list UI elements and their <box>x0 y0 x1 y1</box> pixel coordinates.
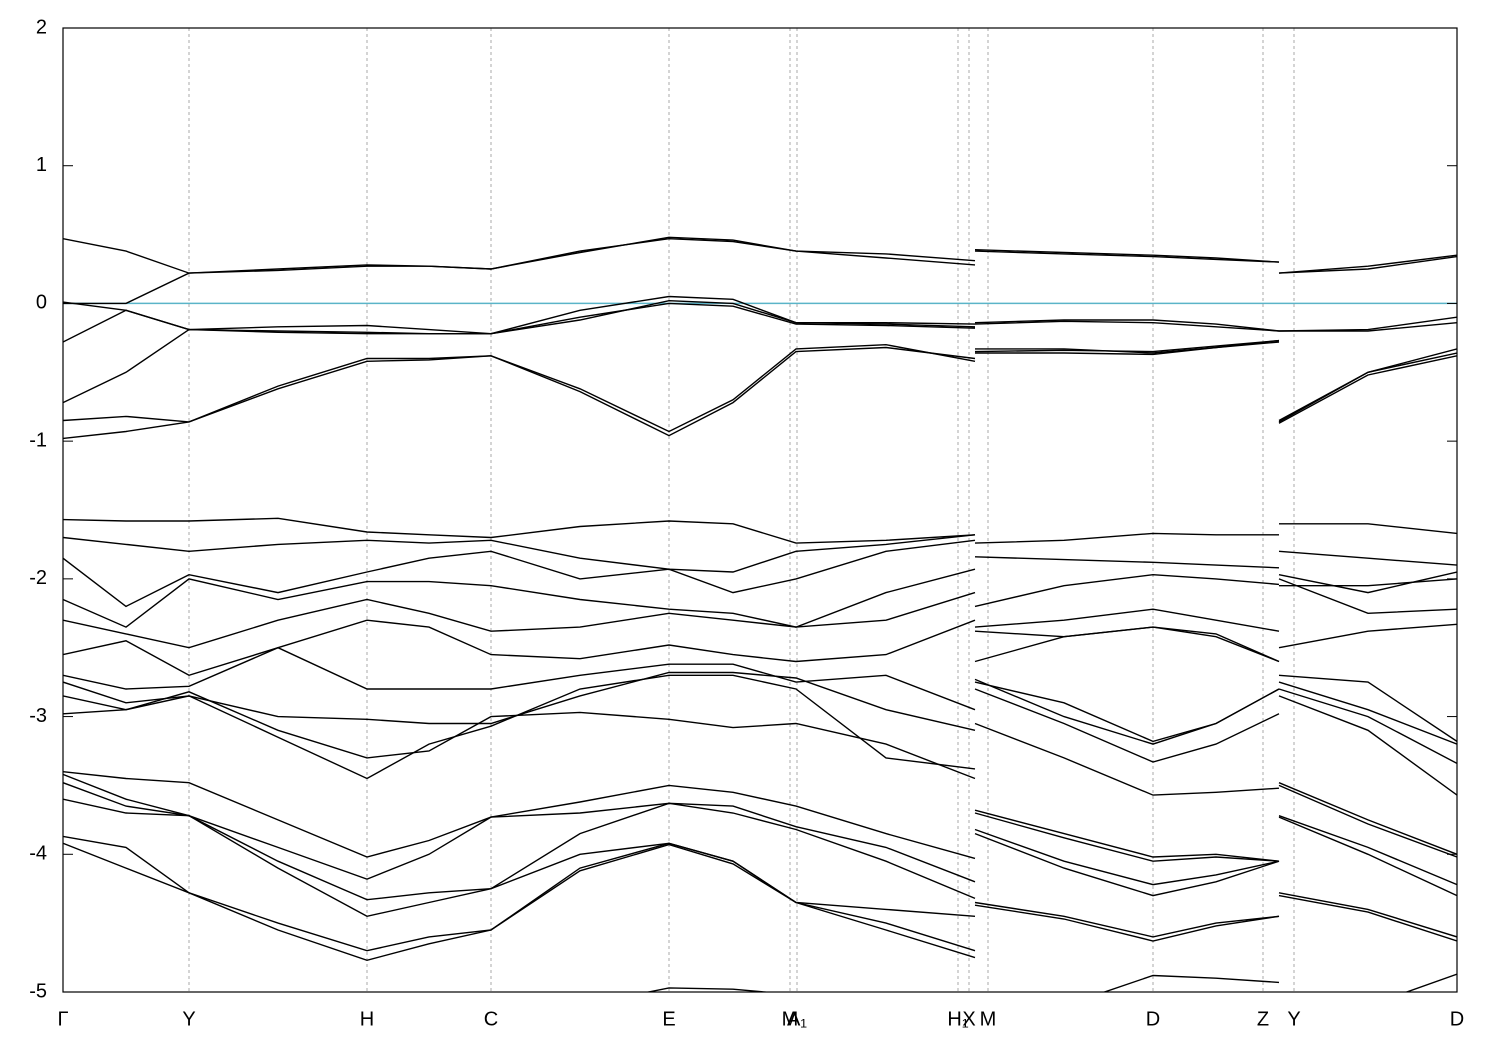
grid-layer <box>62 28 1458 992</box>
x-tick-label: A₁ <box>787 1008 807 1030</box>
band-line <box>63 842 1457 962</box>
band-line <box>63 299 1457 423</box>
plot-frame <box>62 27 1458 993</box>
band-line <box>63 539 1457 608</box>
x-tick-label: E <box>662 1008 675 1030</box>
band-line <box>63 771 1457 862</box>
band-line <box>63 782 1457 901</box>
bands-layer <box>63 236 1457 992</box>
band-line <box>63 341 1457 440</box>
x-tick-label: Y <box>1287 1008 1300 1030</box>
y-tick-label: 1 <box>36 154 47 176</box>
band-line <box>63 691 1457 796</box>
x-tick-label: X <box>962 1008 975 1030</box>
band-line <box>63 237 1457 274</box>
x-tick-label: H₁ <box>947 1008 968 1030</box>
y-tick-label: -1 <box>29 429 47 451</box>
band-line <box>63 674 1457 780</box>
band-line <box>63 517 1457 544</box>
x-tick-label: C <box>484 1008 498 1030</box>
y-tick-label: 0 <box>36 292 47 314</box>
y-tick-label: -3 <box>29 705 47 727</box>
x-tick-label: D <box>1146 1008 1160 1030</box>
band-line <box>63 301 1457 335</box>
x-tick-label: D <box>1450 1008 1464 1030</box>
x-tick-label: M <box>980 1008 997 1030</box>
x-tick-label: Y <box>182 1008 195 1030</box>
x-tick-label: Γ <box>57 1008 68 1030</box>
band-line <box>63 339 1457 433</box>
y-tick-label: -4 <box>29 843 47 865</box>
y-tick-label: -2 <box>29 567 47 589</box>
y-tick-label: -5 <box>29 980 47 1002</box>
x-tick-label: Z <box>1257 1008 1269 1030</box>
x-tick-label: H <box>360 1008 374 1030</box>
band-line <box>63 236 1457 305</box>
x-tick-label: M <box>782 1008 799 1030</box>
y-tick-label: 2 <box>36 16 47 38</box>
band-line <box>645 973 1457 992</box>
band-line <box>63 534 1457 573</box>
band-line <box>63 835 1457 952</box>
band-line <box>63 591 1457 663</box>
band-line <box>63 578 1457 677</box>
band-line <box>63 671 1457 765</box>
